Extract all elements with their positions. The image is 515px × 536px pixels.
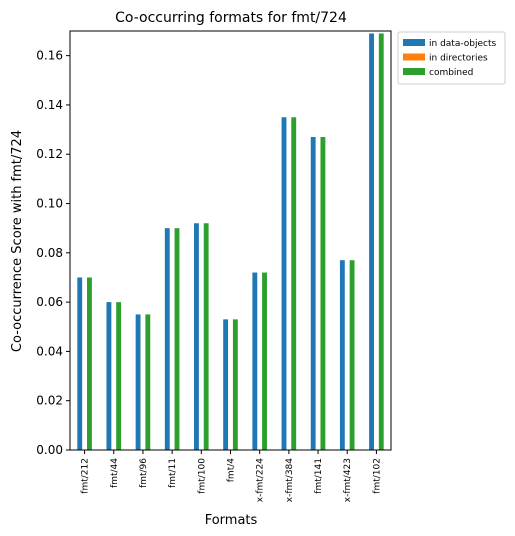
legend-swatch	[403, 39, 425, 46]
bar-combined-fmt-11	[174, 228, 180, 450]
x-tick-label: fmt/212	[81, 458, 91, 494]
x-tick-label: fmt/11	[168, 458, 178, 488]
x-tick-label: x-fmt/384	[285, 458, 295, 503]
bar-in-data-objects-fmt-141	[310, 136, 316, 451]
x-tick-label: x-fmt/423	[343, 458, 353, 502]
y-tick-label: 0.08	[36, 246, 63, 260]
legend-label: in directories	[429, 54, 488, 64]
bar-in-data-objects-fmt-100	[194, 223, 199, 450]
y-tick-label: 0.06	[36, 295, 63, 309]
bar-combined-fmt-100	[203, 223, 209, 450]
bar-combined-fmt-96	[145, 314, 151, 450]
y-tick-label: 0.00	[36, 443, 63, 457]
x-tick-label: fmt/100	[197, 458, 207, 494]
plot-frame	[69, 30, 392, 451]
legend-swatch	[403, 53, 425, 61]
bar-in-data-objects-fmt-212	[77, 277, 83, 450]
y-tick-label: 0.12	[36, 147, 63, 161]
x-tick-label: x-fmt/224	[256, 458, 266, 503]
y-tick-label: 0.04	[36, 344, 63, 358]
x-axis-ticks: fmt/212 fmt/44 fmt/96 fmt/11 fmt/100 fmt/4 x-f…	[81, 450, 382, 503]
bar-combined-fmt-44	[116, 302, 122, 450]
x-tick-label: fmt/44	[110, 458, 120, 488]
y-tick-label: 0.14	[36, 98, 63, 112]
legend: in data-objects in directories combined	[397, 31, 506, 85]
bar-in-data-objects-fmt-96	[135, 314, 141, 450]
x-axis-label: Formats	[205, 513, 258, 528]
bar-in-data-objects-x-fmt-423	[339, 260, 345, 450]
bar-in-data-objects-fmt-11	[164, 228, 170, 450]
legend-label: in data-objects	[429, 39, 496, 49]
bar-in-data-objects-x-fmt-224	[252, 272, 258, 450]
y-tick-label: 0.16	[36, 49, 63, 63]
x-tick-label: fmt/4	[227, 458, 237, 482]
bar-combined-fmt-4	[232, 319, 238, 450]
bar-combined-x-fmt-224	[262, 272, 267, 450]
bar-in-data-objects-x-fmt-384	[281, 117, 287, 450]
legend-swatch	[403, 68, 425, 75]
bar-in-data-objects-fmt-4	[223, 319, 229, 450]
bars	[77, 33, 384, 451]
bar-in-data-objects-fmt-44	[106, 302, 112, 450]
bar-combined-fmt-102	[378, 33, 384, 451]
y-axis-label: Co-occurrence Score with fmt/724	[10, 130, 25, 352]
bar-combined-fmt-141	[320, 136, 326, 451]
y-tick-label: 0.02	[36, 394, 63, 408]
legend-label: combined	[429, 68, 473, 78]
y-axis-ticks: 0.00 0.02 0.04 0.06 0.08 0.10 0.12 0.14 0.16	[36, 49, 70, 457]
bar-in-data-objects-fmt-102	[369, 33, 374, 451]
x-tick-label: fmt/102	[372, 458, 382, 494]
y-tick-label: 0.10	[36, 197, 63, 211]
bar-combined-fmt-212	[87, 277, 92, 450]
x-tick-label: fmt/141	[314, 458, 324, 494]
bar-combined-x-fmt-384	[291, 117, 297, 450]
bar-combined-x-fmt-423	[349, 260, 355, 450]
chart-title: Co-occurring formats for fmt/724	[115, 10, 347, 26]
x-tick-label: fmt/96	[139, 458, 149, 488]
